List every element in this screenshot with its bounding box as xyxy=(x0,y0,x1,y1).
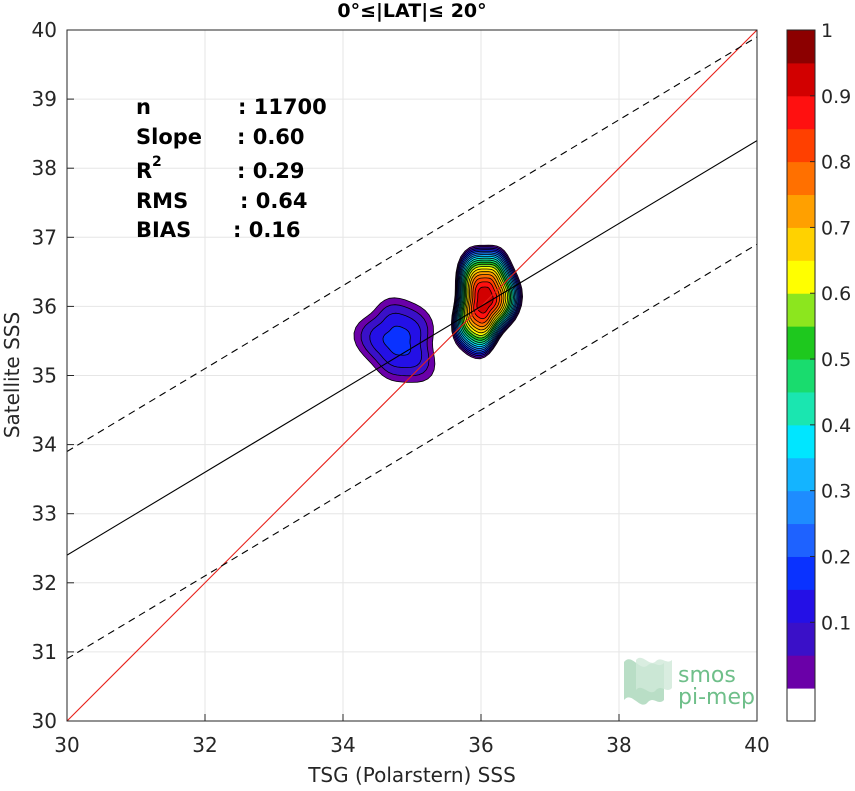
colorbar-segment xyxy=(787,424,815,459)
colorbar-segment xyxy=(787,391,815,426)
colorbar: 0.1 0.2 0.3 0.4 0.5 0.6 0.7 0.8 0.9 1 xyxy=(786,20,851,722)
colorbar-segment xyxy=(787,457,815,492)
stat-r2-value: : 0.29 xyxy=(237,159,305,183)
colorbar-segment xyxy=(787,260,815,294)
stat-n-label: n xyxy=(136,95,151,119)
colorbar-tick-label: 0.7 xyxy=(821,217,851,239)
watermark-logo: smos pi-mep xyxy=(624,657,755,710)
reference-lines xyxy=(67,30,757,721)
colorbar-tick-label: 0.9 xyxy=(821,86,851,108)
colorbar-segment xyxy=(787,62,815,97)
y-axis-ticks: 30 31 32 33 34 35 36 37 38 39 40 xyxy=(32,18,74,733)
colorbar-segment xyxy=(787,161,815,196)
stat-slope-value: : 0.60 xyxy=(237,125,305,149)
x-tick-label: 34 xyxy=(330,733,355,757)
stat-rms-value: : 0.64 xyxy=(240,189,308,213)
colorbar-segment xyxy=(787,227,815,261)
stat-rms-label: RMS xyxy=(136,189,188,213)
line-one-to-one xyxy=(67,30,757,721)
colorbar-segment xyxy=(787,128,815,163)
colorbar-segment xyxy=(787,655,815,689)
colorbar-tick-label: 0.3 xyxy=(821,481,851,503)
logo-waves-icon-back xyxy=(636,657,672,693)
colorbar-tick-label: 0.4 xyxy=(821,415,851,437)
colorbar-segment xyxy=(787,95,815,130)
stat-r2-sup: 2 xyxy=(152,154,162,170)
y-axis-label: Satellite SSS xyxy=(0,312,24,438)
colorbar-segment xyxy=(787,326,815,360)
colorbar-tick-label: 0.8 xyxy=(821,152,851,174)
logo-text-pimep: pi-mep xyxy=(678,685,755,710)
logo-text-smos: smos xyxy=(678,663,736,688)
y-tick-label: 30 xyxy=(32,709,57,733)
colorbar-tick-label: 1 xyxy=(821,20,833,42)
y-tick-label: 36 xyxy=(32,294,57,318)
x-axis-label: TSG (Polarstern) SSS xyxy=(307,763,516,787)
grid xyxy=(66,29,758,722)
y-tick-label: 32 xyxy=(32,571,57,595)
y-tick-label: 37 xyxy=(32,225,57,249)
y-tick-label: 40 xyxy=(32,18,57,42)
colorbar-segment xyxy=(787,589,815,623)
line-regression xyxy=(67,140,757,556)
colorbar-tick-label: 0.5 xyxy=(821,349,851,371)
stat-r2-label: R xyxy=(136,159,152,183)
x-axis-ticks: 30 32 34 36 38 40 xyxy=(54,714,770,757)
x-tick-label: 32 xyxy=(192,733,217,757)
colorbar-segment xyxy=(787,293,815,327)
colorbar-segment xyxy=(787,359,815,393)
colorbar-segment xyxy=(787,490,815,525)
chart-title: 0°≤|LAT|≤ 20° xyxy=(337,0,486,22)
colorbar-frame xyxy=(786,29,816,722)
stat-bias-label: BIAS xyxy=(136,218,191,242)
colorbar-tick-label: 0.2 xyxy=(821,546,851,568)
x-tick-label: 36 xyxy=(468,733,493,757)
colorbar-segment xyxy=(787,523,815,557)
y-tick-label: 33 xyxy=(32,502,57,526)
colorbar-segment xyxy=(787,556,815,590)
y-tick-label: 38 xyxy=(32,156,57,180)
x-tick-label: 40 xyxy=(744,733,769,757)
colorbar-tick-label: 0.1 xyxy=(821,612,851,634)
stat-n-value: : 11700 xyxy=(238,95,327,119)
colorbar-segment xyxy=(787,194,815,228)
stat-slope-label: Slope xyxy=(136,125,202,149)
stats-box: n : 11700 Slope : 0.60 R 2 : 0.29 RMS : … xyxy=(136,95,327,242)
y-tick-label: 39 xyxy=(32,87,57,111)
colorbar-segment xyxy=(787,688,815,722)
x-tick-label: 38 xyxy=(606,733,631,757)
colorbar-tick-label: 0.6 xyxy=(821,283,851,305)
line-regression-upper xyxy=(67,36,757,452)
line-regression-lower xyxy=(67,243,757,660)
y-tick-label: 34 xyxy=(32,433,57,457)
stat-bias-value: : 0.16 xyxy=(233,218,301,242)
colorbar-segment xyxy=(787,622,815,656)
y-tick-label: 31 xyxy=(32,640,57,664)
colorbar-segment xyxy=(787,30,815,64)
y-tick-label: 35 xyxy=(32,364,57,388)
x-tick-label: 30 xyxy=(54,733,79,757)
